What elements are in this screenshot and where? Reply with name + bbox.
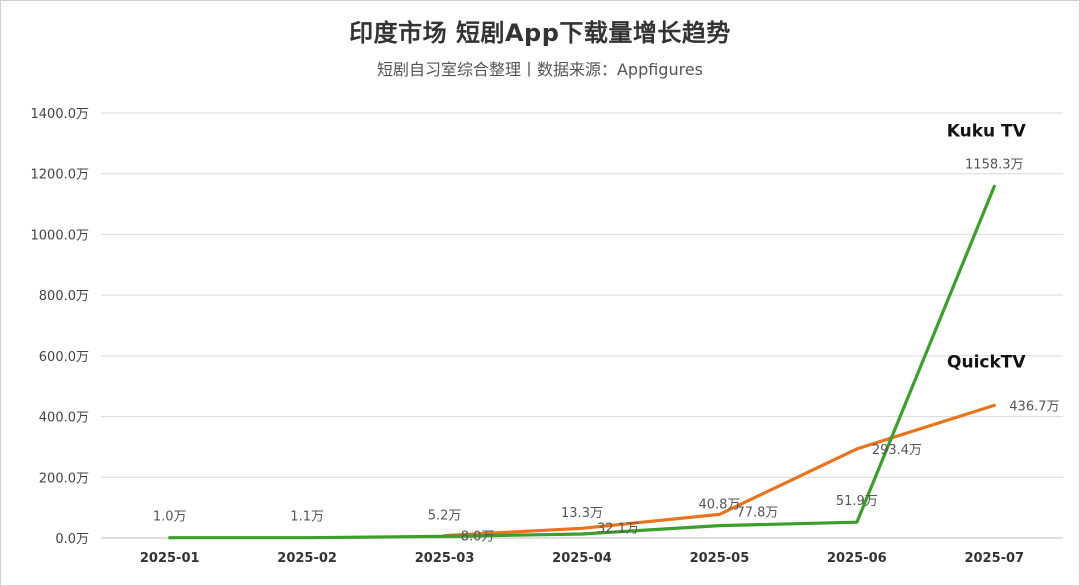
y-tick-label: 600.0万 xyxy=(39,350,89,365)
data-label: 32.1万 xyxy=(597,521,639,536)
y-tick-label: 400.0万 xyxy=(39,411,89,426)
x-tick-label: 2025-06 xyxy=(827,551,887,566)
y-tick-label: 1000.0万 xyxy=(31,228,90,243)
data-label: 77.8万 xyxy=(736,505,778,520)
data-label: 5.2万 xyxy=(428,508,462,523)
x-tick-label: 2025-04 xyxy=(552,551,612,566)
data-label: 8.0万 xyxy=(461,530,495,545)
x-tick-label: 2025-05 xyxy=(690,551,750,566)
x-tick-label: 2025-03 xyxy=(415,551,475,566)
data-label: 1.0万 xyxy=(153,510,187,525)
chart-subtitle: 短剧自习室综合整理丨数据来源：Appfigures xyxy=(376,60,704,79)
data-label: 1.1万 xyxy=(290,510,324,525)
series-line xyxy=(443,403,996,538)
series-line xyxy=(168,184,996,540)
x-tick-label: 2025-01 xyxy=(140,551,200,566)
data-label: 436.7万 xyxy=(1009,399,1059,414)
y-tick-label: 1200.0万 xyxy=(31,168,90,183)
x-tick-label: 2025-07 xyxy=(964,551,1024,566)
series-name-label: QuickTV xyxy=(947,352,1026,372)
data-label: 13.3万 xyxy=(561,506,603,521)
data-label: 40.8万 xyxy=(698,498,740,513)
series-name-label: Kuku TV xyxy=(947,121,1027,141)
y-tick-label: 800.0万 xyxy=(39,289,89,304)
y-tick-label: 200.0万 xyxy=(39,471,89,486)
data-label: 51.9万 xyxy=(836,494,878,509)
data-label: 293.4万 xyxy=(872,443,922,458)
chart-title: 印度市场 短剧App下载量增长趋势 xyxy=(349,19,731,47)
x-tick-label: 2025-02 xyxy=(277,551,337,566)
y-tick-label: 1400.0万 xyxy=(31,107,90,122)
data-label: 1158.3万 xyxy=(965,157,1024,172)
y-tick-label: 0.0万 xyxy=(55,532,89,547)
